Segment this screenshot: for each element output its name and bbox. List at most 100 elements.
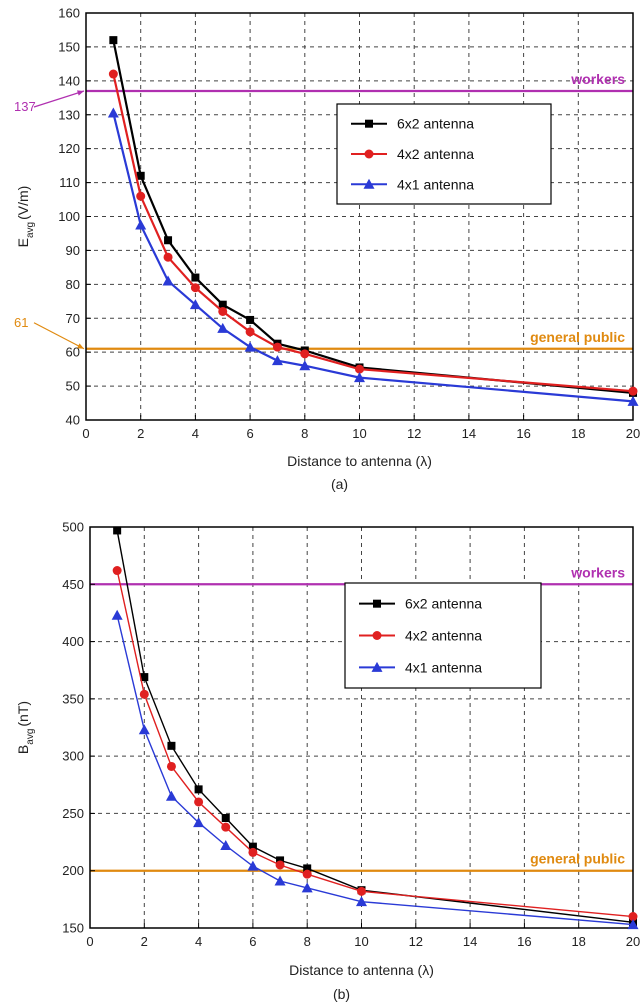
- legend-label: 4x1 antenna: [397, 176, 474, 192]
- y-tick-label: 400: [62, 634, 84, 649]
- y-tick-label: 130: [58, 107, 80, 122]
- y-tick-label: 300: [62, 749, 84, 764]
- data-point: [190, 283, 200, 293]
- data-point: [272, 342, 282, 352]
- legend-label: 4x1 antenna: [405, 659, 482, 675]
- y-tick-label: 150: [58, 39, 80, 54]
- data-point: [218, 306, 228, 316]
- x-tick-label: 6: [246, 426, 253, 441]
- data-point: [139, 689, 149, 699]
- legend-marker: [364, 149, 374, 159]
- y-tick-label: 450: [62, 577, 84, 592]
- data-point: [218, 300, 227, 309]
- y-axis-title-subscript: avg: [25, 222, 36, 238]
- data-point: [113, 526, 122, 535]
- x-tick-label: 14: [462, 426, 476, 441]
- legend-label: 6x2 antenna: [405, 596, 482, 612]
- data-point: [302, 869, 312, 879]
- legend-marker: [372, 631, 382, 640]
- threshold-annotation: 137: [14, 99, 36, 114]
- data-point: [303, 864, 312, 873]
- y-axis-title: Bavg (nT): [15, 701, 36, 754]
- x-tick-label: 18: [571, 934, 585, 949]
- data-point: [357, 886, 366, 896]
- y-tick-label: 500: [62, 520, 84, 535]
- x-tick-label: 6: [249, 934, 256, 949]
- threshold-arrowhead: [77, 90, 84, 96]
- data-point: [140, 673, 149, 682]
- x-tick-label: 20: [626, 934, 640, 949]
- x-tick-label: 16: [517, 934, 531, 949]
- data-point: [220, 840, 232, 851]
- data-point: [194, 797, 204, 807]
- series-4x1-antenna: [107, 107, 639, 406]
- y-axis-title-unit: (nT): [15, 701, 31, 727]
- legend-marker: [373, 599, 381, 608]
- data-point: [248, 842, 257, 851]
- y-axis-title-subscript: avg: [25, 729, 36, 745]
- series-4x1-antenna: [111, 609, 639, 930]
- data-point: [111, 609, 123, 620]
- y-tick-label: 60: [66, 345, 80, 360]
- series-4x2-antenna: [112, 566, 638, 922]
- data-point: [356, 896, 367, 907]
- data-point: [193, 817, 205, 828]
- data-point: [354, 372, 365, 383]
- data-point: [244, 341, 256, 352]
- x-tick-label: 4: [192, 426, 199, 441]
- y-tick-label: 140: [58, 73, 80, 88]
- legend-marker: [365, 119, 373, 128]
- series-line: [112, 39, 634, 394]
- reference-label-workers: workers: [570, 71, 625, 87]
- figure-caption: (b): [333, 986, 350, 1002]
- data-point: [136, 171, 145, 180]
- data-point: [163, 252, 173, 262]
- reference-label-workers: workers: [570, 564, 625, 580]
- data-point: [165, 790, 177, 801]
- data-point: [221, 822, 231, 832]
- legend-label: 4x2 antenna: [397, 146, 474, 162]
- x-tick-label: 0: [82, 426, 89, 441]
- series-4x2-antenna: [108, 69, 638, 396]
- data-point: [355, 364, 364, 374]
- x-tick-label: 12: [409, 934, 423, 949]
- data-point: [247, 860, 259, 871]
- chart-electric-field: workers general public 0 2 4 6 8 10 12 14 16 18 20 40…: [14, 6, 640, 493]
- data-point: [189, 299, 201, 310]
- data-point: [276, 856, 285, 865]
- legend-label: 4x2 antenna: [405, 628, 482, 644]
- x-tick-label: 20: [626, 426, 640, 441]
- data-point: [136, 191, 146, 201]
- y-axis-title-unit: (V/m): [15, 186, 31, 220]
- data-point: [138, 724, 150, 735]
- y-tick-label: 90: [66, 243, 80, 258]
- threshold-annotation: 61: [14, 315, 28, 330]
- y-tick-label: 160: [58, 6, 80, 21]
- data-point: [628, 386, 638, 396]
- data-point: [246, 315, 255, 324]
- data-point: [274, 875, 286, 886]
- y-axis-title-symbol: E: [15, 238, 31, 247]
- series-line: [116, 615, 634, 926]
- series-line: [112, 73, 634, 393]
- reference-label-general-public: general public: [530, 851, 625, 867]
- x-tick-label: 12: [407, 426, 421, 441]
- legend-label: 6x2 antenna: [397, 116, 474, 132]
- x-tick-label: 0: [86, 934, 93, 949]
- x-tick-label: 8: [301, 426, 308, 441]
- data-point: [627, 919, 639, 930]
- data-point: [299, 360, 311, 371]
- data-point: [191, 273, 200, 282]
- threshold-arrowhead: [77, 343, 84, 349]
- y-tick-label: 50: [66, 379, 80, 394]
- series-line: [116, 570, 634, 918]
- data-point: [164, 236, 173, 245]
- series-line: [116, 530, 634, 923]
- data-point: [112, 566, 122, 576]
- data-point: [217, 322, 229, 333]
- x-tick-label: 2: [141, 934, 148, 949]
- y-tick-label: 250: [62, 806, 84, 821]
- y-axis-title-symbol: B: [15, 745, 31, 754]
- x-axis-title: Distance to antenna (λ): [289, 962, 434, 978]
